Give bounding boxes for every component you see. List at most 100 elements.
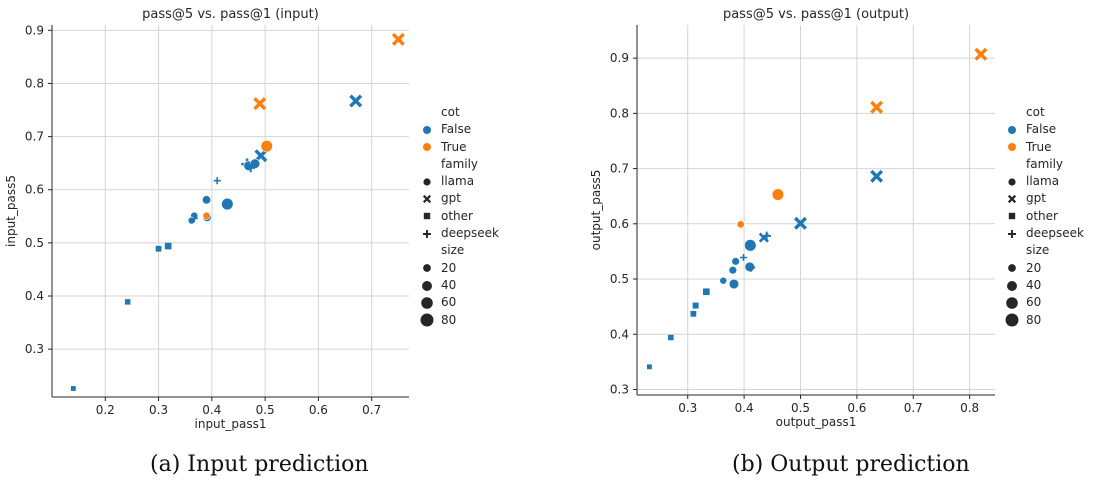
y-axis-label: input_pass5	[4, 175, 18, 247]
y-tick-label: 0.5	[610, 272, 629, 286]
legend-marker	[423, 229, 431, 238]
legend-label: 60	[1026, 295, 1042, 310]
legend-item-cot: True	[419, 139, 499, 156]
data-point-llama	[202, 211, 211, 220]
data-point-other	[164, 242, 172, 250]
legend-marker	[423, 264, 431, 273]
data-point-llama	[736, 220, 745, 229]
legend-marker	[1006, 297, 1018, 309]
legend-item-cot: False	[419, 121, 499, 138]
x-tick-label: 0.6	[309, 403, 328, 417]
legend-marker	[1008, 229, 1016, 238]
legend-label: 20	[441, 260, 457, 275]
legend-label: 80	[1026, 312, 1042, 327]
legend-item-family: gpt	[1004, 190, 1084, 207]
legend-item-size: 60	[419, 294, 499, 311]
legend-title-size: size	[441, 243, 465, 258]
data-point-other	[646, 364, 652, 370]
chart-title: pass@5 vs. pass@1 (output)	[723, 7, 909, 22]
caption-output-prediction: (b) Output prediction	[732, 452, 970, 477]
legend-label: deepseek	[1026, 226, 1084, 241]
data-point-llama	[221, 197, 234, 211]
x-tick-label: 0.7	[904, 401, 923, 415]
legend-label: 40	[1026, 277, 1042, 292]
data-point-llama	[771, 188, 785, 201]
data-point-gpt	[349, 94, 363, 108]
data-point-deepseek	[190, 214, 198, 222]
data-point-deepseek	[762, 231, 771, 241]
y-tick-label: 0.7	[610, 162, 629, 176]
legend-title-family: family	[441, 156, 479, 171]
data-point-other	[703, 288, 710, 296]
legend-label: 60	[441, 295, 457, 310]
legend-item-family: gpt	[419, 190, 499, 207]
legend-title-cot: cot	[1026, 105, 1045, 119]
legend-marker	[1008, 213, 1016, 220]
legend-item-size: 80	[419, 312, 499, 329]
y-tick-label: 0.7	[25, 130, 44, 144]
legend-label: other	[441, 208, 473, 223]
legend-marker	[1008, 264, 1016, 273]
y-tick-label: 0.4	[25, 289, 44, 303]
x-tick-label: 0.3	[149, 403, 168, 417]
x-tick-label: 0.2	[96, 403, 115, 417]
legend-label: other	[1026, 208, 1058, 223]
data-point-other	[668, 334, 674, 341]
data-point-other	[124, 299, 131, 305]
legend-marker	[423, 143, 431, 152]
x-tick-label: 0.7	[362, 403, 381, 417]
y-axis-label: output_pass5	[589, 170, 603, 251]
legend-marker	[1007, 195, 1017, 204]
legend-item-size: 20	[419, 260, 499, 277]
y-tick-label: 0.5	[25, 236, 44, 250]
legend-input-chart: cot False True family llama gpt other deepseek s…	[419, 104, 499, 329]
chart-input: 0.2 0.3 0.4 0.5 0.6 0.7 0.3 0.4 0.5 0.6 0.7 0.8 0.9 p…	[4, 7, 409, 431]
legend-item-family: other	[1004, 208, 1084, 225]
legend-item-size: 20	[1004, 260, 1084, 277]
x-tick-label: 0.5	[791, 401, 810, 415]
x-tick-label: 0.8	[960, 401, 979, 415]
legend-marker	[421, 297, 433, 309]
legend-item-size: 40	[1004, 277, 1084, 294]
x-tick-label: 0.3	[678, 401, 697, 415]
legend-item-family: llama	[1004, 173, 1084, 190]
x-tick-label: 0.4	[735, 401, 754, 415]
legend-item-size: 80	[1004, 312, 1084, 329]
x-tick-label: 0.5	[256, 403, 275, 417]
legend-label: False	[1026, 122, 1057, 137]
y-tick-label: 0.8	[25, 76, 44, 90]
y-tick-label: 0.8	[610, 106, 629, 120]
data-point-gpt	[870, 169, 884, 183]
y-tick-label: 0.3	[610, 382, 629, 396]
legend-marker	[1008, 178, 1016, 186]
legend-title-family: family	[1026, 156, 1064, 171]
data-point-llama	[260, 140, 273, 153]
y-tick-label: 0.6	[610, 217, 629, 231]
y-tick-label: 0.6	[25, 183, 44, 197]
chart-title: pass@5 vs. pass@1 (input)	[142, 7, 319, 22]
data-point-llama	[719, 276, 728, 285]
legend-marker	[423, 213, 431, 220]
legend-item-family: deepseek	[1004, 225, 1084, 242]
data-point-deepseek	[246, 163, 256, 173]
data-point-deepseek	[746, 263, 756, 272]
legend-marker	[1007, 280, 1017, 291]
legend-item-family: llama	[419, 173, 499, 190]
legend-item-cot: False	[1004, 121, 1084, 138]
x-axis-label: output_pass1	[776, 415, 857, 429]
data-point-llama	[744, 239, 757, 252]
data-point-llama	[728, 278, 740, 290]
legend-item-cot: True	[1004, 139, 1084, 156]
data-point-llama	[728, 265, 738, 275]
legend-label: True	[441, 139, 467, 154]
legend-label: True	[1026, 139, 1052, 154]
x-axis-label: input_pass1	[195, 417, 267, 431]
legend-label: 40	[441, 277, 457, 292]
legend-marker	[1008, 143, 1016, 152]
legend-item-size: 60	[1004, 294, 1084, 311]
legend-marker	[1005, 313, 1019, 327]
legend-title-size: size	[1026, 243, 1050, 258]
chart-output: 0.3 0.4 0.5 0.6 0.7 0.8 0.3 0.4 0.5 0.6 0.7 0.8 0.9 p…	[589, 7, 995, 429]
data-point-deepseek	[213, 177, 221, 185]
